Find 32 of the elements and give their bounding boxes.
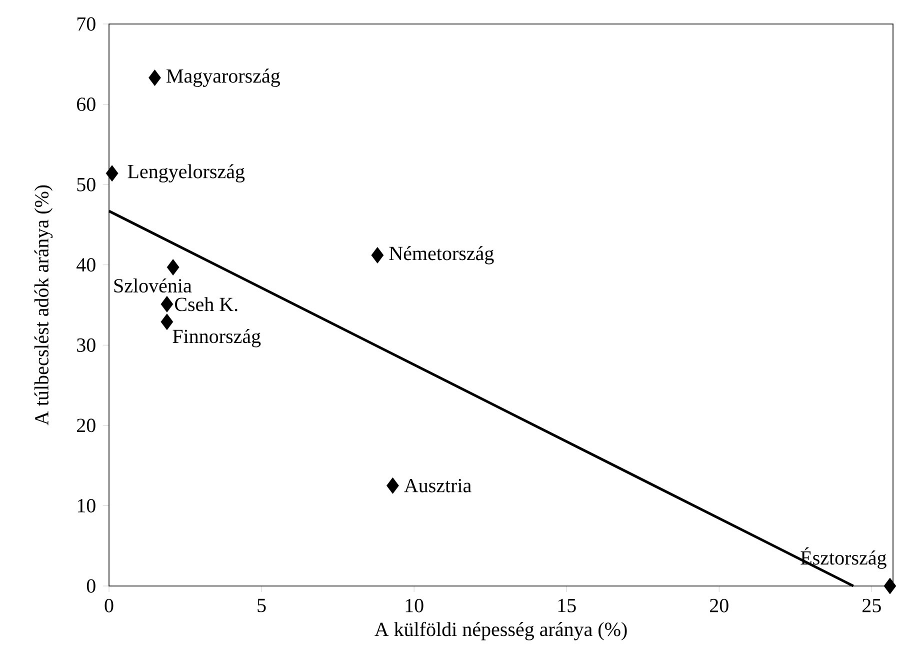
annotation: Észtország xyxy=(800,547,886,569)
point xyxy=(148,70,161,86)
point xyxy=(371,247,384,264)
y-tick-label: 10 xyxy=(78,498,96,512)
y-tick-label: 60 xyxy=(77,98,96,112)
point xyxy=(106,165,118,182)
y-tick-label: 30 xyxy=(77,338,96,352)
point xyxy=(160,314,174,330)
annotation: Lengyelország xyxy=(128,164,245,182)
annotation: Cseh K. xyxy=(174,297,238,312)
y-tick-label: 40 xyxy=(76,258,96,272)
point xyxy=(166,259,180,276)
point xyxy=(884,578,896,594)
y-tick-label: 70 xyxy=(77,17,96,31)
x-tick-label: 25 xyxy=(862,598,881,612)
annotation: Ausztria xyxy=(404,478,472,492)
annotation: Németország xyxy=(389,246,494,264)
annotation: Finnország xyxy=(172,329,261,348)
y-tick-label: 20 xyxy=(77,418,96,432)
y-tick-label: 0 xyxy=(86,579,96,593)
annotation: Magyarország xyxy=(166,68,280,87)
y-tick-label: 50 xyxy=(77,178,96,192)
point xyxy=(160,296,174,312)
x-tick-label: 0 xyxy=(104,598,114,612)
x-tick-label: 5 xyxy=(258,598,266,612)
x-tick-label: 20 xyxy=(710,598,728,612)
annotation: Szlovénia xyxy=(114,278,192,293)
x-axis-title: A külföldi népesség aránya (%) xyxy=(374,622,627,640)
point xyxy=(386,477,399,494)
y-axis-title: A túlbecslést adók aránya (%) xyxy=(34,185,53,426)
x-tick-label: 15 xyxy=(558,598,576,612)
x-tick-label: 10 xyxy=(406,598,424,612)
